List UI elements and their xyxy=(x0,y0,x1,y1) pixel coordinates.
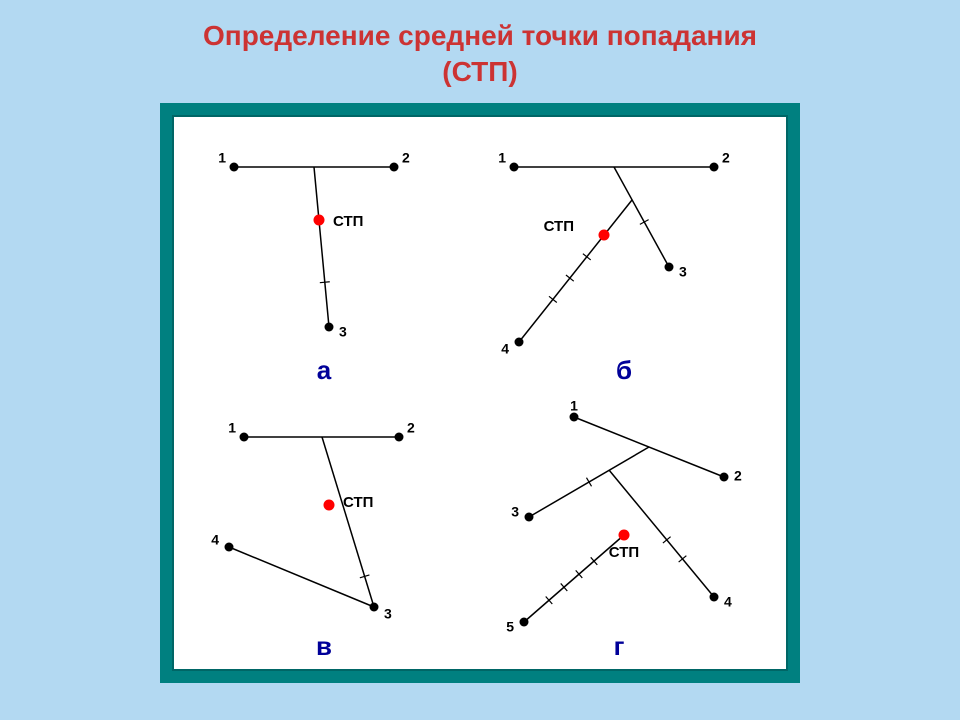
svg-text:3: 3 xyxy=(339,323,347,339)
svg-text:СТП: СТП xyxy=(544,218,574,235)
title-line-1: Определение средней точки попадания xyxy=(203,20,757,51)
diagram-frame-outer: 1 2 3 СТП а 1 2 3 4 СТП б 1 2 3 4 СТП в 1 2 3 4 5 СТП г xyxy=(160,103,800,683)
svg-text:СТП: СТП xyxy=(333,213,363,230)
svg-text:1: 1 xyxy=(218,149,226,165)
svg-text:4: 4 xyxy=(211,531,219,547)
svg-text:4: 4 xyxy=(501,340,509,356)
svg-text:г: г xyxy=(614,631,625,661)
svg-text:1: 1 xyxy=(498,149,506,165)
svg-text:2: 2 xyxy=(402,149,410,165)
svg-text:5: 5 xyxy=(506,618,514,634)
svg-text:в: в xyxy=(316,631,332,661)
svg-text:а: а xyxy=(317,355,332,385)
diagram-title: Определение средней точки попадания (СТП… xyxy=(0,0,960,91)
svg-text:3: 3 xyxy=(384,605,392,621)
svg-text:1: 1 xyxy=(228,419,236,435)
svg-text:СТП: СТП xyxy=(343,494,373,511)
svg-text:2: 2 xyxy=(407,419,415,435)
diagram-svg: 1 2 3 СТП а 1 2 3 4 СТП б 1 2 3 4 СТП в 1 2 3 4 5 СТП г xyxy=(174,117,786,669)
svg-text:2: 2 xyxy=(722,149,730,165)
svg-text:1: 1 xyxy=(570,397,578,413)
svg-text:2: 2 xyxy=(734,467,742,483)
svg-text:3: 3 xyxy=(679,263,687,279)
diagram-frame-inner: 1 2 3 СТП а 1 2 3 4 СТП б 1 2 3 4 СТП в 1 2 3 4 5 СТП г xyxy=(172,115,788,671)
title-line-2: (СТП) xyxy=(442,56,517,87)
svg-text:4: 4 xyxy=(724,593,732,609)
svg-text:б: б xyxy=(616,355,632,385)
svg-text:СТП: СТП xyxy=(609,544,639,561)
svg-text:3: 3 xyxy=(511,503,519,519)
